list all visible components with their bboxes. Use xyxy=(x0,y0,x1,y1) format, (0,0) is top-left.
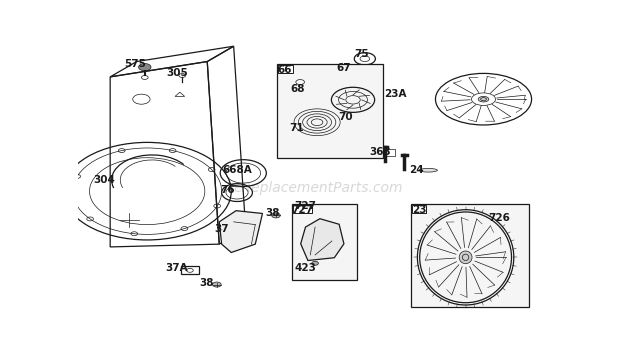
Ellipse shape xyxy=(419,168,437,172)
Ellipse shape xyxy=(478,96,489,102)
Text: 66: 66 xyxy=(278,65,292,75)
Polygon shape xyxy=(219,211,262,253)
Text: 575: 575 xyxy=(124,59,146,69)
Text: 24: 24 xyxy=(409,165,423,175)
Text: 70: 70 xyxy=(339,112,353,122)
Text: 75: 75 xyxy=(354,49,369,59)
Text: 38: 38 xyxy=(265,208,280,218)
Bar xyxy=(292,204,357,280)
Text: 71: 71 xyxy=(289,123,304,132)
Text: 423: 423 xyxy=(294,264,317,273)
Text: 668A: 668A xyxy=(223,165,252,175)
Circle shape xyxy=(272,213,280,218)
Text: 76: 76 xyxy=(221,185,236,195)
Text: 727: 727 xyxy=(291,205,313,215)
Bar xyxy=(412,205,426,212)
Polygon shape xyxy=(301,219,344,261)
Text: eReplacementParts.com: eReplacementParts.com xyxy=(233,181,402,195)
Text: 23: 23 xyxy=(412,205,427,215)
Circle shape xyxy=(213,282,221,287)
Ellipse shape xyxy=(459,251,472,264)
Bar xyxy=(293,205,311,212)
Text: 726: 726 xyxy=(488,213,510,223)
Bar xyxy=(277,64,383,158)
Circle shape xyxy=(138,63,151,71)
Text: 304: 304 xyxy=(93,175,115,185)
Bar xyxy=(278,66,293,73)
Text: 305: 305 xyxy=(166,68,188,78)
Bar xyxy=(181,266,199,274)
Text: 37: 37 xyxy=(214,224,229,234)
Text: 68: 68 xyxy=(290,84,304,94)
Circle shape xyxy=(312,261,319,265)
Text: 67: 67 xyxy=(336,63,351,73)
Text: 23A: 23A xyxy=(384,89,407,100)
Text: 727: 727 xyxy=(294,201,317,211)
Text: 38: 38 xyxy=(200,278,214,287)
Bar xyxy=(378,150,394,156)
Bar xyxy=(412,204,529,307)
Text: 37A: 37A xyxy=(166,263,188,273)
Text: 363: 363 xyxy=(369,147,391,157)
